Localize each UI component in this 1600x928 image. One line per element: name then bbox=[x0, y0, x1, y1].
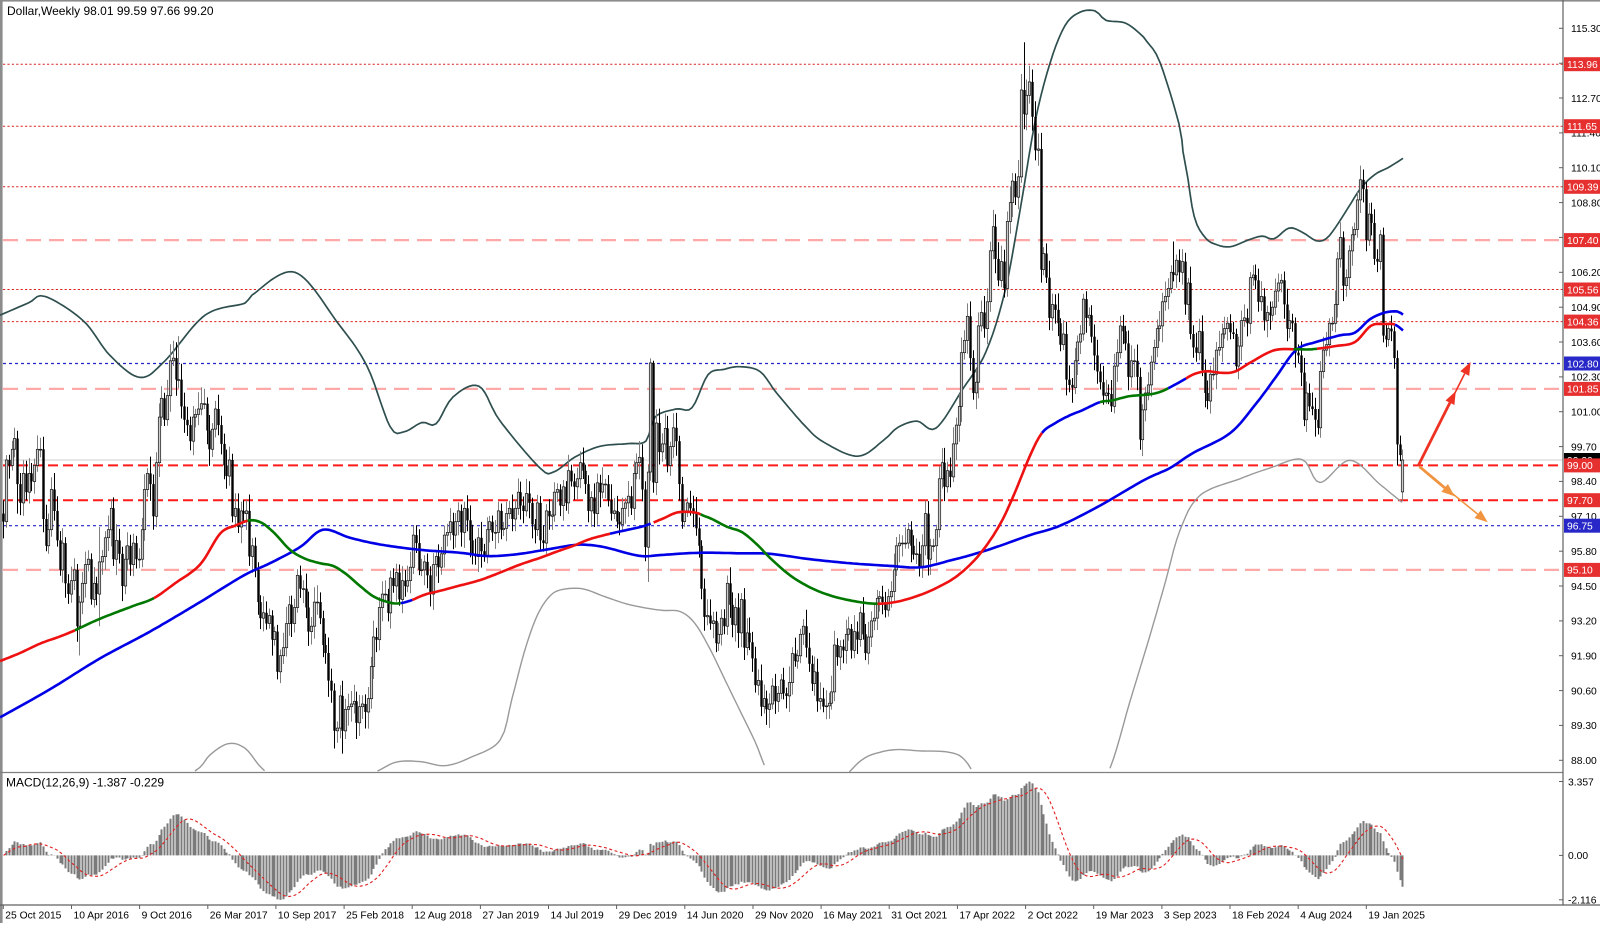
svg-text:105.56: 105.56 bbox=[1567, 285, 1599, 296]
svg-text:98.40: 98.40 bbox=[1571, 477, 1597, 488]
svg-text:3.357: 3.357 bbox=[1568, 777, 1594, 788]
svg-text:17 Apr 2022: 17 Apr 2022 bbox=[959, 911, 1015, 922]
svg-text:112.70: 112.70 bbox=[1571, 94, 1600, 105]
svg-text:9 Oct 2016: 9 Oct 2016 bbox=[142, 911, 193, 922]
svg-text:109.39: 109.39 bbox=[1567, 183, 1599, 194]
svg-text:104.90: 104.90 bbox=[1571, 303, 1600, 314]
svg-text:106.20: 106.20 bbox=[1571, 268, 1600, 279]
svg-text:-2.116: -2.116 bbox=[1568, 896, 1597, 907]
svg-text:12 Aug 2018: 12 Aug 2018 bbox=[414, 911, 472, 922]
svg-text:108.80: 108.80 bbox=[1571, 198, 1600, 209]
svg-text:95.10: 95.10 bbox=[1567, 566, 1593, 577]
svg-text:101.85: 101.85 bbox=[1567, 385, 1599, 396]
svg-text:MACD(12,26,9) -1.387 -0.229: MACD(12,26,9) -1.387 -0.229 bbox=[6, 776, 164, 790]
svg-text:25 Feb 2018: 25 Feb 2018 bbox=[346, 911, 404, 922]
svg-text:27 Jan 2019: 27 Jan 2019 bbox=[482, 911, 539, 922]
svg-text:14 Jun 2020: 14 Jun 2020 bbox=[687, 911, 744, 922]
svg-text:18 Feb 2024: 18 Feb 2024 bbox=[1232, 911, 1290, 922]
svg-text:29 Nov 2020: 29 Nov 2020 bbox=[755, 911, 814, 922]
svg-text:26 Mar 2017: 26 Mar 2017 bbox=[210, 911, 268, 922]
svg-text:110.10: 110.10 bbox=[1571, 164, 1600, 175]
svg-text:115.30: 115.30 bbox=[1571, 24, 1600, 35]
svg-text:102.80: 102.80 bbox=[1567, 359, 1599, 370]
svg-text:97.10: 97.10 bbox=[1571, 512, 1597, 523]
svg-text:0.00: 0.00 bbox=[1568, 851, 1588, 862]
svg-text:16 May 2021: 16 May 2021 bbox=[823, 911, 883, 922]
svg-text:107.40: 107.40 bbox=[1567, 236, 1599, 247]
svg-text:10 Apr 2016: 10 Apr 2016 bbox=[74, 911, 130, 922]
svg-text:93.20: 93.20 bbox=[1571, 617, 1597, 628]
svg-text:88.00: 88.00 bbox=[1571, 756, 1597, 767]
svg-text:2 Oct 2022: 2 Oct 2022 bbox=[1028, 911, 1079, 922]
svg-text:99.00: 99.00 bbox=[1567, 461, 1593, 472]
svg-text:104.36: 104.36 bbox=[1567, 317, 1599, 328]
svg-text:19 Mar 2023: 19 Mar 2023 bbox=[1096, 911, 1154, 922]
svg-text:111.40: 111.40 bbox=[1571, 129, 1600, 140]
svg-text:94.50: 94.50 bbox=[1571, 582, 1597, 593]
svg-text:19 Jan 2025: 19 Jan 2025 bbox=[1368, 911, 1425, 922]
svg-text:31 Oct 2021: 31 Oct 2021 bbox=[891, 911, 947, 922]
svg-text:111.65: 111.65 bbox=[1567, 122, 1597, 133]
svg-text:99.70: 99.70 bbox=[1571, 442, 1597, 453]
svg-text:90.60: 90.60 bbox=[1571, 686, 1597, 697]
svg-text:29 Dec 2019: 29 Dec 2019 bbox=[619, 911, 678, 922]
svg-text:Dollar,Weekly 98.01 99.59 97.: Dollar,Weekly 98.01 99.59 97.66 99.20 bbox=[7, 4, 214, 18]
svg-text:96.75: 96.75 bbox=[1567, 522, 1593, 533]
svg-text:97.70: 97.70 bbox=[1567, 496, 1593, 507]
svg-text:101.00: 101.00 bbox=[1571, 408, 1600, 419]
svg-text:14 Jul 2019: 14 Jul 2019 bbox=[551, 911, 605, 922]
svg-text:91.90: 91.90 bbox=[1571, 652, 1597, 663]
svg-text:25 Oct 2015: 25 Oct 2015 bbox=[5, 911, 61, 922]
svg-text:3 Sep 2023: 3 Sep 2023 bbox=[1164, 911, 1217, 922]
svg-text:10 Sep 2017: 10 Sep 2017 bbox=[278, 911, 337, 922]
svg-text:4 Aug 2024: 4 Aug 2024 bbox=[1300, 911, 1352, 922]
svg-text:113.96: 113.96 bbox=[1567, 60, 1598, 71]
svg-text:102.30: 102.30 bbox=[1571, 373, 1600, 384]
svg-text:95.80: 95.80 bbox=[1571, 547, 1597, 558]
svg-text:103.60: 103.60 bbox=[1571, 338, 1600, 349]
svg-text:89.30: 89.30 bbox=[1571, 721, 1597, 732]
